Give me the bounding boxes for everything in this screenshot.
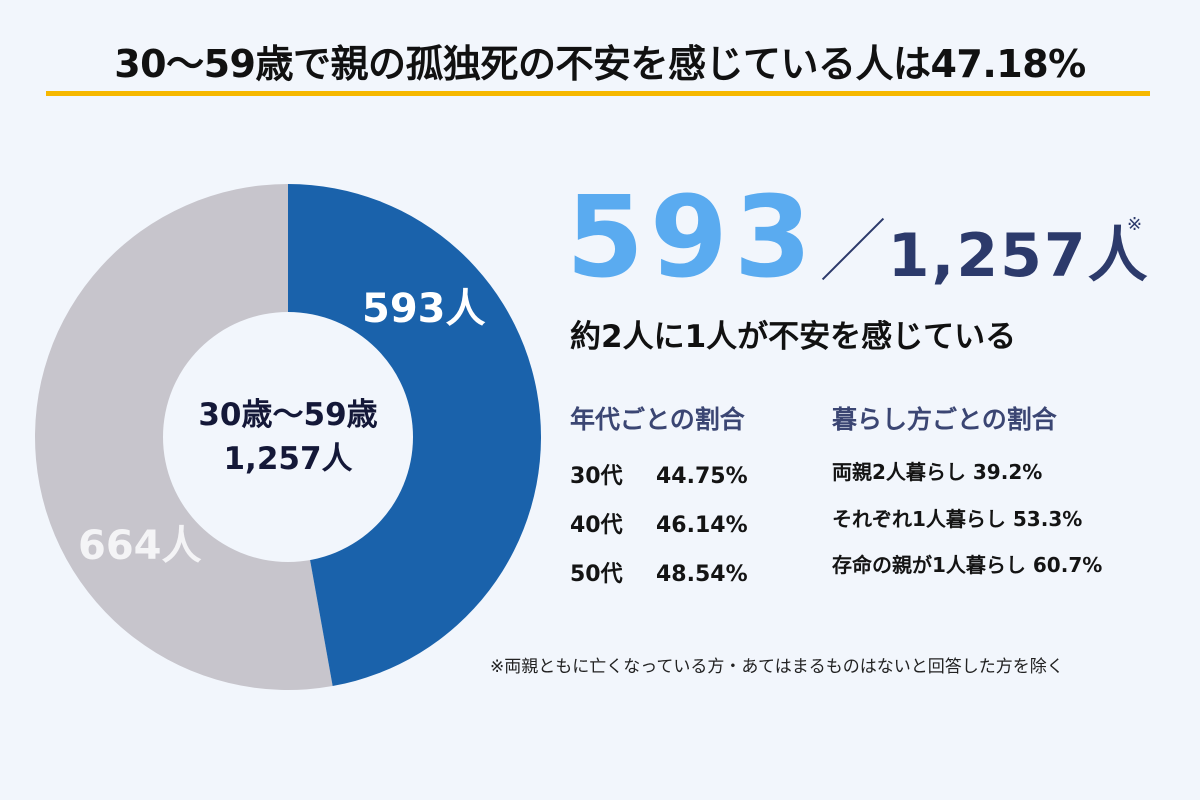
note-mark: ※	[1127, 214, 1143, 235]
donut-segment-anxious	[288, 184, 541, 687]
living-row: 両親2人暮らし 39.2%	[832, 456, 1042, 485]
headline-ratio: 593 1,257人	[566, 178, 1150, 298]
living-row: それぞれ1人暮らし 53.3%	[832, 503, 1082, 532]
age-label: 30代	[570, 464, 623, 489]
headline-count: 593	[566, 173, 818, 303]
segment-label-not-anxious: 664人	[78, 523, 202, 569]
living-pct: 60.7%	[1032, 553, 1103, 577]
living-breakdown-heading: 暮らし方ごとの割合	[832, 405, 1057, 434]
living-label: 両親2人暮らし	[832, 460, 966, 484]
donut-chart	[35, 184, 541, 690]
age-row: 50代 48.54%	[570, 556, 748, 588]
age-pct: 44.75%	[656, 464, 748, 489]
living-pct: 39.2%	[972, 460, 1043, 484]
donut-center-label: 30歳〜59歳 1,257人	[163, 312, 413, 562]
living-row: 存命の親が1人暮らし 60.7%	[832, 549, 1102, 578]
donut-hole	[163, 312, 413, 562]
age-pct: 48.54%	[656, 562, 748, 587]
donut-svg	[35, 184, 541, 690]
living-label: 存命の親が1人暮らし	[832, 553, 1026, 577]
living-label: それぞれ1人暮らし	[832, 507, 1006, 531]
slash-divider	[824, 210, 884, 276]
living-pct: 53.3%	[1012, 507, 1083, 531]
age-row: 40代 46.14%	[570, 507, 748, 539]
headline-total: 1,257人	[887, 221, 1150, 291]
age-row: 30代 44.75%	[570, 458, 748, 490]
donut-center-age-range: 30歳〜59歳	[198, 397, 378, 433]
title-underline	[46, 91, 1150, 96]
donut-center-total: 1,257人	[223, 441, 353, 477]
segment-label-anxious: 593人	[362, 286, 486, 332]
footnote: ※両親ともに亡くなっている方・あてはまるものはないと回答した方を除く	[490, 657, 1064, 677]
age-label: 50代	[570, 562, 623, 587]
age-pct: 46.14%	[656, 513, 748, 538]
age-breakdown-heading: 年代ごとの割合	[570, 405, 745, 434]
page-title: 30〜59歳で親の孤独死の不安を感じている人は47.18%	[114, 42, 1086, 86]
headline-subtitle: 約2人に1人が不安を感じている	[570, 319, 1017, 355]
age-label: 40代	[570, 513, 623, 538]
